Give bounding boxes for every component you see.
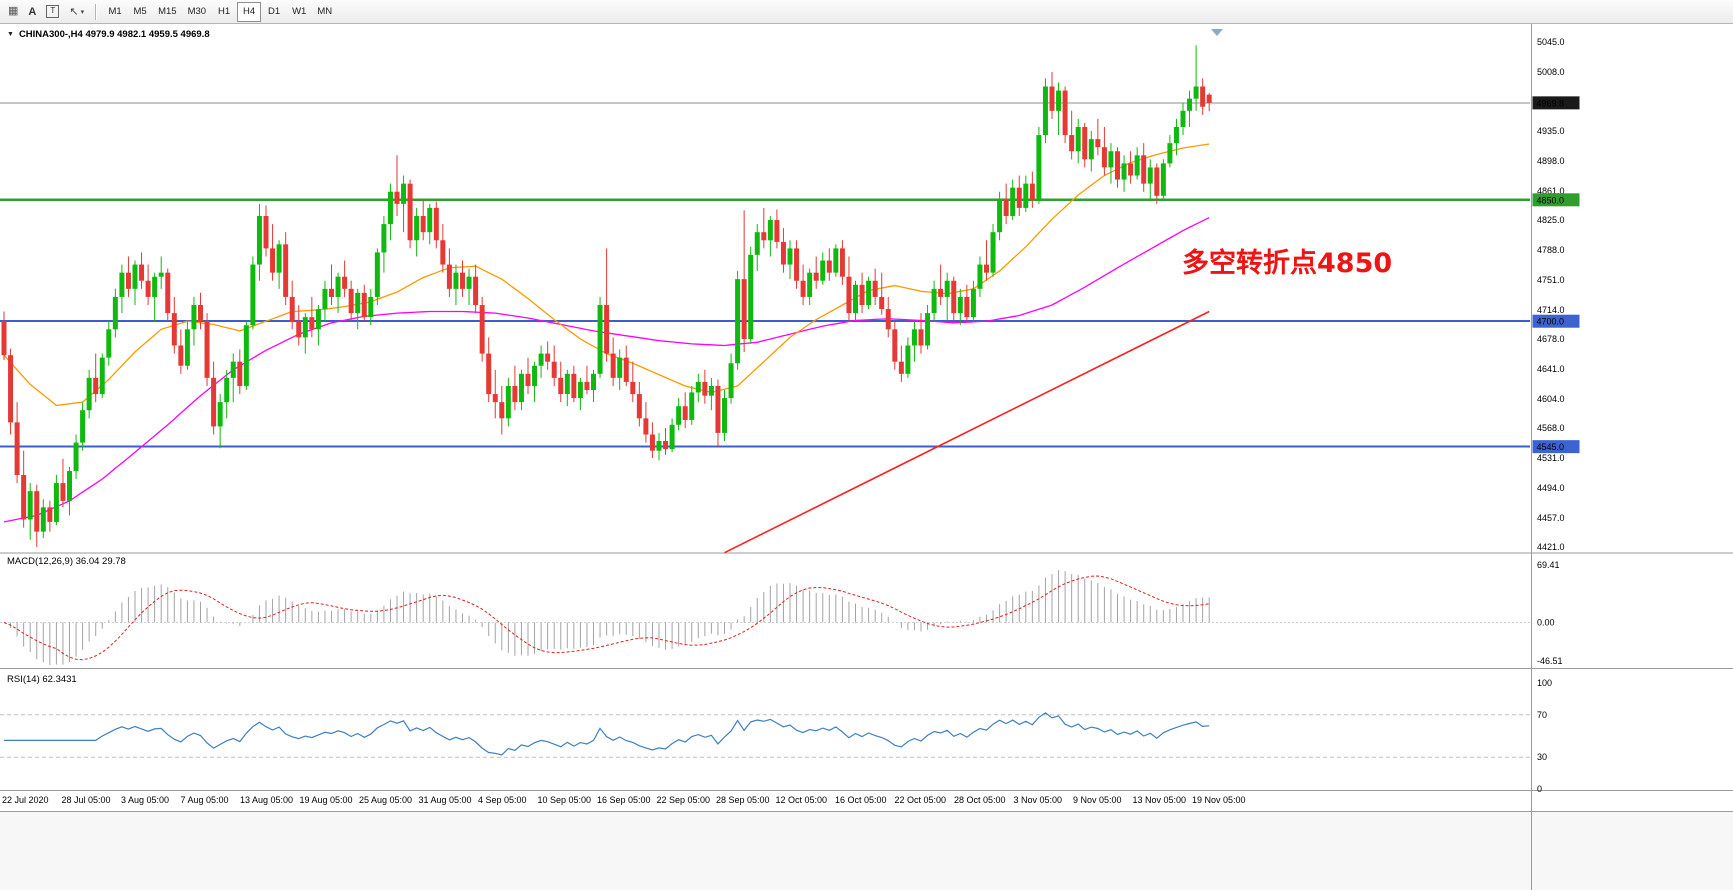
timeframe-m5-button[interactable]: M5	[128, 2, 152, 22]
annotation-text: 多空转折点4850	[1182, 248, 1393, 279]
grid-icon: ▦	[8, 5, 19, 17]
price-tick: 5008.0	[1537, 67, 1565, 77]
timeframe-m1-button[interactable]: M1	[103, 2, 127, 22]
price-tag-4700.0	[1532, 314, 1580, 328]
price-tick: 4935.0	[1537, 126, 1565, 136]
date-label: 28 Oct 05:00	[954, 795, 1006, 805]
date-label: 19 Aug 05:00	[300, 795, 353, 805]
date-label: 7 Aug 05:00	[181, 795, 229, 805]
date-label: 28 Sep 05:00	[716, 795, 770, 805]
price-tag-4850.0	[1532, 193, 1580, 207]
dropdown-caret-icon: ▾	[80, 8, 85, 16]
panel-separators	[0, 24, 1733, 890]
macd-scale-tick: 0.00	[1537, 618, 1555, 628]
date-label: 22 Sep 05:00	[657, 795, 711, 805]
timeframe-d1-button[interactable]: D1	[262, 2, 286, 22]
macd-panel	[0, 570, 1530, 665]
macd-label: MACD(12,26,9) 36.04 29.78	[7, 556, 126, 567]
price-tick: 4531.0	[1537, 453, 1565, 463]
trendline[interactable]	[724, 310, 1210, 554]
macd-scale-tick: 69.41	[1537, 560, 1560, 570]
price-tick: 4421.0	[1537, 542, 1565, 552]
price-tick: 4825.0	[1537, 215, 1565, 225]
date-label: 16 Sep 05:00	[597, 795, 651, 805]
chart-shift-marker[interactable]	[1211, 29, 1223, 36]
rsi-scale-tick: 70	[1537, 710, 1547, 720]
date-label: 13 Nov 05:00	[1133, 795, 1187, 805]
price-tick: 4604.0	[1537, 394, 1565, 404]
price-tick: 4494.0	[1537, 483, 1565, 493]
price-tick: 4641.0	[1537, 364, 1565, 374]
date-label: 22 Oct 05:00	[895, 795, 947, 805]
price-tick: 5045.0	[1537, 37, 1565, 47]
date-label: 19 Nov 05:00	[1192, 795, 1246, 805]
date-label: 28 Jul 05:00	[62, 795, 111, 805]
timeframe-h4-button[interactable]: H4	[237, 1, 262, 22]
macd-signal-line	[3, 575, 1210, 661]
price-scale: 5045.0 5008.0 4935.0 4898.0 4861.0 4825.0 4788…	[1537, 37, 1565, 552]
timeframe-w1-button[interactable]: W1	[287, 2, 311, 22]
price-tag-label: 4850.0	[1537, 195, 1565, 205]
rsi-scale-tick: 100	[1537, 678, 1552, 688]
date-label: 4 Sep 05:00	[478, 795, 527, 805]
rsi-label: RSI(14) 62.3431	[7, 674, 77, 685]
price-tick: 4898.0	[1537, 156, 1565, 166]
price-tag-label: 4969.8	[1537, 98, 1565, 108]
chart-region: 5045.0 5008.0 4935.0 4898.0 4861.0 4825.0 4788…	[0, 24, 1733, 890]
price-tick: 4714.0	[1537, 305, 1565, 315]
indicator-scales: 69.41 0.00 -46.51 100 70 30 0	[1537, 560, 1563, 794]
rsi-panel	[0, 712, 1530, 758]
price-tag-label: 4545.0	[1537, 442, 1565, 452]
rsi-scale-tick: 0	[1537, 784, 1542, 794]
text-label-button[interactable]: T	[41, 2, 64, 22]
price-tick: 4678.0	[1537, 334, 1565, 344]
price-tag-4969.8	[1532, 96, 1580, 110]
price-tag-label: 4700.0	[1537, 317, 1565, 327]
chart-collapse-icon[interactable]: ▼	[7, 31, 14, 38]
chart-background	[0, 24, 1733, 890]
chart-symbol-ohlc: CHINA300-,H4 4979.9 4982.1 4959.5 4969.8	[18, 29, 210, 40]
cursor-tool-button[interactable]: ↖ ▾	[64, 2, 89, 22]
toolbar-separator	[95, 3, 98, 20]
chart-header: ▼ CHINA300-,H4 4979.9 4982.1 4959.5 4969…	[7, 29, 210, 40]
date-label: 16 Oct 05:00	[835, 795, 887, 805]
boxed-t-icon: T	[46, 5, 60, 18]
price-tick: 4861.0	[1537, 186, 1565, 196]
price-tags: 4969.8 4850.0 4700.0 4545.0	[1532, 96, 1580, 454]
price-tag-4545.0	[1532, 440, 1580, 454]
price-tick: 4568.0	[1537, 423, 1565, 433]
text-annotation-button[interactable]: A	[23, 2, 41, 22]
price-tick: 4788.0	[1537, 245, 1565, 255]
timeframe-m15-button[interactable]: M15	[153, 2, 181, 22]
date-label: 12 Oct 05:00	[776, 795, 828, 805]
letter-a-icon: A	[28, 5, 37, 18]
date-label: 10 Sep 05:00	[538, 795, 592, 805]
date-label: 3 Nov 05:00	[1014, 795, 1063, 805]
date-label: 9 Nov 05:00	[1073, 795, 1122, 805]
chart-canvas[interactable]: 5045.0 5008.0 4935.0 4898.0 4861.0 4825.0 4788…	[0, 24, 1733, 890]
timeframe-group: M1 M5 M15 M30 H1 H4 D1 W1 MN	[103, 1, 337, 22]
cursor-icon: ↖	[69, 6, 79, 18]
timeframe-m30-button[interactable]: M30	[183, 2, 211, 22]
candlesticks	[1, 45, 1212, 548]
chart-grid-button[interactable]: ▦	[3, 2, 23, 22]
macd-scale-tick: -46.51	[1537, 656, 1563, 666]
rsi-scale-tick: 30	[1537, 752, 1547, 762]
date-label: 25 Aug 05:00	[359, 795, 412, 805]
date-label: 13 Aug 05:00	[240, 795, 293, 805]
date-label: 22 Jul 2020	[2, 795, 49, 805]
date-axis: 22 Jul 2020 28 Jul 05:00 3 Aug 05:00 7 Aug …	[2, 795, 1246, 805]
date-label: 31 Aug 05:00	[419, 795, 472, 805]
price-tick: 4457.0	[1537, 513, 1565, 523]
price-tick: 4751.0	[1537, 275, 1565, 285]
date-label: 3 Aug 05:00	[121, 795, 169, 805]
timeframe-mn-button[interactable]: MN	[312, 2, 337, 22]
rsi-line	[4, 712, 1210, 756]
toolbar: ▦ A T ↖ ▾ M1 M5 M15 M30 H1 H4 D1 W1 MN	[0, 0, 1733, 24]
timeframe-h1-button[interactable]: H1	[212, 2, 236, 22]
